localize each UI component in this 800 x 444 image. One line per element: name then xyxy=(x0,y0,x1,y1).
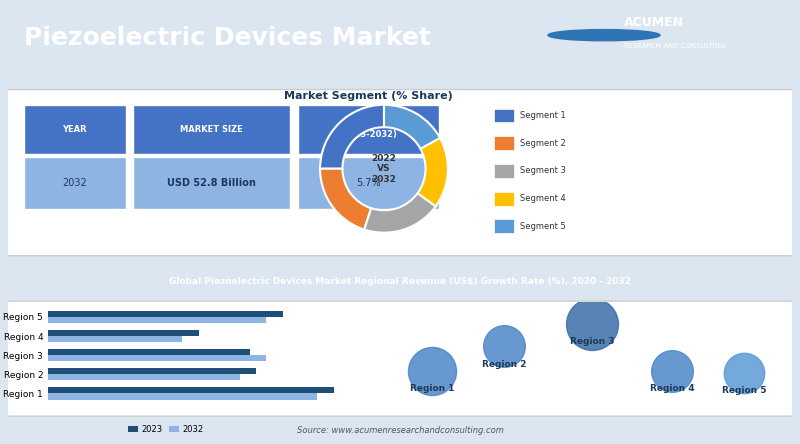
Bar xyxy=(48,393,317,400)
Wedge shape xyxy=(320,169,371,230)
FancyBboxPatch shape xyxy=(134,157,290,209)
Wedge shape xyxy=(384,105,440,149)
Text: Region 1: Region 1 xyxy=(410,384,454,393)
Text: Market Segment (% Share): Market Segment (% Share) xyxy=(284,91,453,102)
Text: YEAR: YEAR xyxy=(62,125,87,134)
Text: Source: www.acumenresearchandconsulting.com: Source: www.acumenresearchandconsulting.… xyxy=(297,426,503,435)
FancyBboxPatch shape xyxy=(134,105,290,154)
Wedge shape xyxy=(364,193,436,233)
Bar xyxy=(48,336,182,342)
Text: USD 52.8 Billion: USD 52.8 Billion xyxy=(167,178,256,188)
Wedge shape xyxy=(418,138,448,206)
Legend: 2023, 2032: 2023, 2032 xyxy=(125,421,206,437)
Text: Piezoelectric Devices Market: Piezoelectric Devices Market xyxy=(24,26,431,50)
Text: Segment 3: Segment 3 xyxy=(520,166,566,175)
Wedge shape xyxy=(320,105,384,169)
Text: RESEARCH AND CONSULTING: RESEARCH AND CONSULTING xyxy=(624,44,726,49)
Text: Region 4: Region 4 xyxy=(650,384,694,393)
Text: 5.7%: 5.7% xyxy=(356,178,381,188)
Text: Region 3: Region 3 xyxy=(570,337,614,346)
Bar xyxy=(48,317,266,323)
Bar xyxy=(494,219,514,233)
Bar xyxy=(48,368,256,374)
Bar xyxy=(48,374,239,381)
Circle shape xyxy=(548,30,660,41)
FancyBboxPatch shape xyxy=(4,301,795,416)
Text: Segment 5: Segment 5 xyxy=(520,222,566,231)
Bar xyxy=(494,109,514,123)
Bar xyxy=(48,349,250,355)
Text: Global Piezoelectric Devices Market Regional Revenue (US$) Growth Rate (%), 2020: Global Piezoelectric Devices Market Regi… xyxy=(169,278,631,286)
Text: Region 5: Region 5 xyxy=(722,386,766,395)
Text: 🌐: 🌐 xyxy=(600,28,608,42)
Bar xyxy=(494,136,514,150)
FancyBboxPatch shape xyxy=(4,90,795,256)
FancyBboxPatch shape xyxy=(298,157,439,209)
Text: 2022
VS
2032: 2022 VS 2032 xyxy=(371,154,397,184)
Text: Segment 2: Segment 2 xyxy=(520,139,566,148)
Bar xyxy=(48,330,199,336)
Text: 2032: 2032 xyxy=(62,178,87,188)
Text: ACUMEN: ACUMEN xyxy=(624,16,684,29)
Text: MARKET SIZE: MARKET SIZE xyxy=(181,125,243,134)
Text: Segment 4: Segment 4 xyxy=(520,194,566,203)
Bar xyxy=(48,387,334,393)
Bar xyxy=(48,355,266,361)
Text: CAGR %
(2023-2032): CAGR % (2023-2032) xyxy=(340,120,398,139)
Point xyxy=(498,343,510,350)
FancyBboxPatch shape xyxy=(298,105,439,154)
Text: Segment 1: Segment 1 xyxy=(520,111,566,120)
Point xyxy=(586,321,598,328)
Point xyxy=(666,367,678,374)
Bar xyxy=(48,311,283,317)
Point xyxy=(426,367,438,374)
FancyBboxPatch shape xyxy=(24,105,126,154)
Bar xyxy=(494,192,514,206)
Text: Region 2: Region 2 xyxy=(482,360,526,369)
Bar xyxy=(494,164,514,178)
Point xyxy=(738,369,750,377)
FancyBboxPatch shape xyxy=(24,157,126,209)
